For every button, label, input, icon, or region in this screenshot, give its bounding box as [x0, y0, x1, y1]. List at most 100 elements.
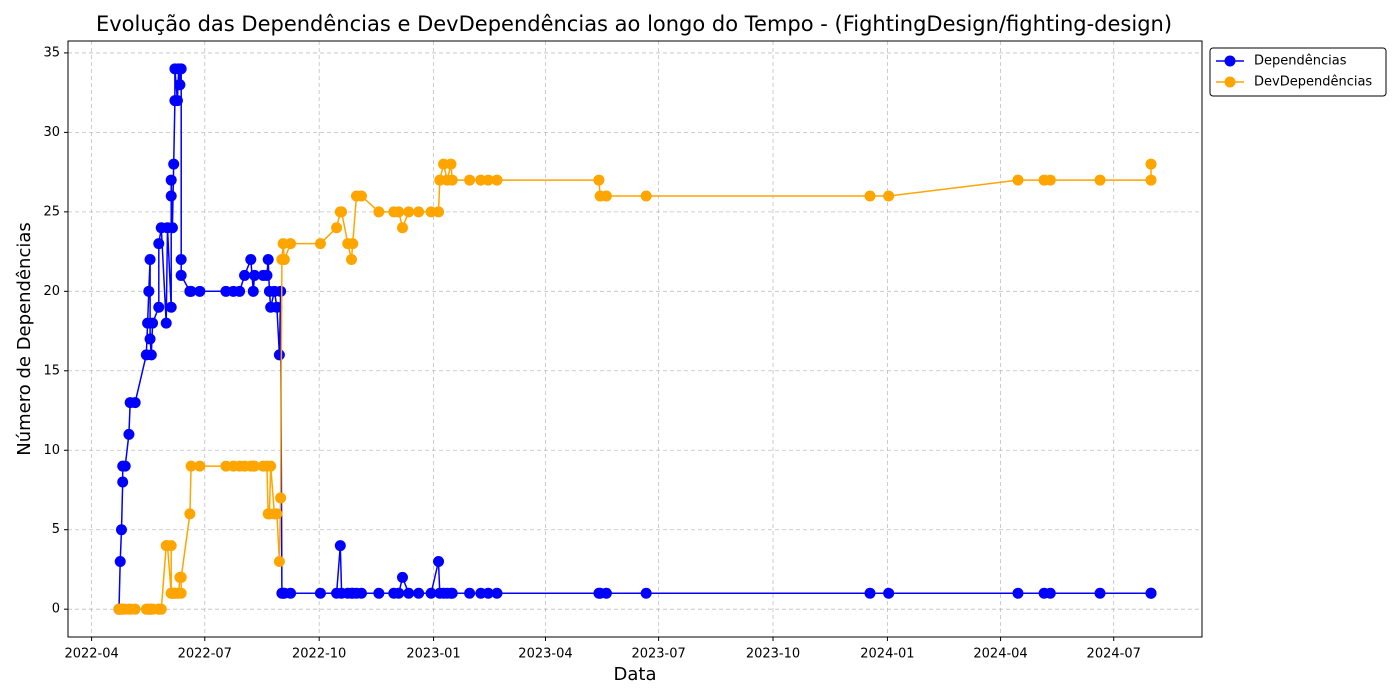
marker — [464, 174, 476, 186]
marker — [864, 190, 876, 202]
marker — [153, 238, 165, 250]
x-tick-label: 2024-07 — [1087, 647, 1141, 662]
marker — [491, 174, 503, 186]
y-tick-label: 25 — [43, 204, 60, 219]
marker — [145, 349, 157, 361]
marker — [864, 587, 876, 599]
marker — [166, 222, 178, 234]
series — [113, 158, 1157, 615]
marker — [155, 603, 167, 615]
marker — [346, 254, 357, 266]
marker — [403, 587, 415, 599]
marker — [593, 174, 605, 186]
marker — [396, 222, 408, 234]
marker — [174, 79, 186, 91]
marker — [184, 508, 196, 520]
marker — [355, 190, 367, 202]
marker — [403, 206, 415, 218]
marker — [249, 269, 261, 281]
marker — [393, 206, 405, 218]
marker — [640, 587, 652, 599]
marker — [314, 238, 326, 250]
legend-label: DevDependências — [1254, 75, 1372, 90]
legend-box — [1209, 47, 1387, 97]
marker — [273, 556, 285, 568]
marker — [331, 222, 343, 234]
marker — [117, 476, 129, 488]
marker — [165, 301, 177, 313]
marker — [239, 269, 251, 281]
marker — [314, 587, 326, 599]
marker — [144, 333, 156, 345]
marker — [393, 587, 405, 599]
marker — [482, 174, 494, 186]
marker — [262, 254, 274, 266]
marker — [165, 540, 177, 552]
marker — [275, 492, 287, 504]
marker — [373, 206, 385, 218]
y-tick-label: 0 — [52, 602, 60, 617]
marker — [247, 285, 259, 297]
marker — [175, 269, 187, 281]
marker — [600, 190, 612, 202]
x-tick-label: 2022-04 — [64, 647, 118, 662]
x-axis-label: Data — [614, 664, 657, 685]
marker — [285, 587, 297, 599]
marker — [265, 460, 277, 472]
y-tick-label: 15 — [43, 363, 60, 378]
marker — [425, 587, 437, 599]
marker — [143, 285, 155, 297]
marker — [413, 206, 425, 218]
marker — [883, 587, 895, 599]
x-tick-label: 2022-07 — [178, 647, 232, 662]
marker — [171, 95, 183, 107]
marker — [245, 254, 257, 266]
marker — [413, 587, 425, 599]
marker — [1145, 587, 1157, 599]
marker — [600, 587, 612, 599]
marker — [373, 587, 385, 599]
marker — [175, 571, 187, 583]
marker — [433, 556, 445, 568]
marker — [185, 285, 197, 297]
marker — [278, 254, 290, 266]
marker — [115, 524, 127, 536]
marker — [261, 269, 273, 281]
marker — [119, 460, 131, 472]
marker — [194, 460, 206, 472]
x-tick-label: 2023-07 — [631, 647, 685, 662]
line — [119, 164, 1152, 610]
y-tick-label: 5 — [52, 522, 60, 537]
marker — [271, 301, 283, 313]
marker — [153, 301, 165, 313]
y-tick-label: 20 — [43, 284, 60, 299]
plot-frame — [67, 40, 1203, 638]
marker — [482, 587, 494, 599]
marker — [168, 158, 180, 170]
marker — [165, 190, 177, 202]
marker — [147, 317, 159, 329]
marker — [1094, 174, 1106, 186]
x-tick-label: 2022-10 — [292, 647, 346, 662]
marker — [334, 540, 346, 552]
marker — [446, 587, 458, 599]
x-tick-label: 2023-04 — [518, 647, 572, 662]
marker — [273, 349, 285, 361]
marker — [175, 254, 187, 266]
marker — [129, 603, 141, 615]
marker — [285, 238, 297, 250]
x-tick-label: 2024-01 — [860, 647, 914, 662]
chart-title: Evolução das Dependências e DevDependênc… — [96, 12, 1172, 36]
marker — [194, 285, 206, 297]
marker — [1094, 587, 1106, 599]
marker — [129, 397, 141, 409]
x-tick-label: 2023-10 — [746, 647, 800, 662]
marker — [185, 460, 197, 472]
x-tick-label: 2024-04 — [973, 647, 1027, 662]
marker — [249, 460, 261, 472]
marker — [160, 317, 172, 329]
marker — [144, 254, 156, 266]
marker — [1145, 158, 1157, 170]
y-tick-label: 35 — [43, 45, 60, 60]
